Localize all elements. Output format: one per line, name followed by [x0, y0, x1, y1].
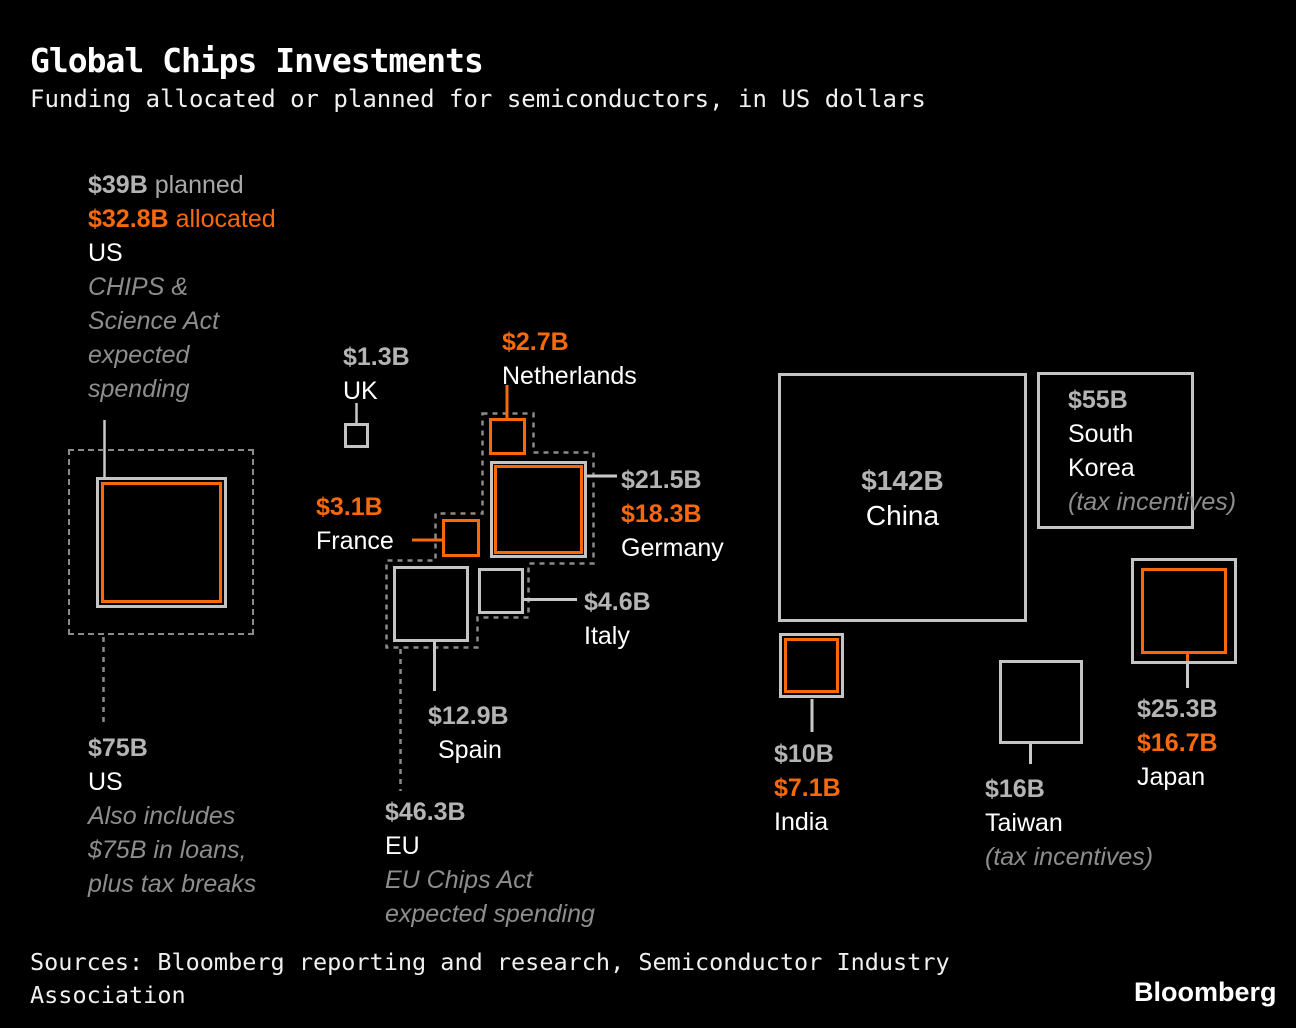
- japan-allocated-value: $16.7B: [1137, 729, 1218, 757]
- sources-line1: Sources: Bloomberg reporting and researc…: [30, 948, 950, 976]
- italy-annotation: $4.6B Italy: [584, 585, 651, 653]
- us-total-note2: $75B in loans,: [88, 836, 247, 864]
- taiwan-note: (tax incentives): [985, 843, 1154, 871]
- india-country: India: [774, 808, 829, 836]
- south-korea-country-line2: Korea: [1068, 454, 1135, 482]
- taiwan-value: $16B: [985, 775, 1045, 803]
- eu-note2: expected spending: [385, 900, 595, 928]
- chart-title: Global Chips Investments: [30, 41, 484, 80]
- south-korea-value: $55B: [1068, 386, 1128, 414]
- taiwan-annotation: $16B Taiwan (tax incentives): [985, 772, 1153, 874]
- us-total-dashed-square: [68, 449, 254, 635]
- us-note-line4: spending: [88, 375, 190, 403]
- france-value: $3.1B: [316, 493, 383, 521]
- us-allocated-line: $32.8B allocated: [88, 202, 276, 236]
- japan-planned-square: [1131, 558, 1237, 664]
- japan-annotation: $25.3B $16.7B Japan: [1137, 692, 1218, 794]
- south-korea-square: [1037, 372, 1194, 529]
- us-note-line2: Science Act: [88, 307, 220, 335]
- italy-country: Italy: [584, 622, 630, 650]
- germany-allocated-value: $18.3B: [621, 500, 702, 528]
- india-allocated-square: [784, 638, 839, 693]
- taiwan-square: [999, 660, 1083, 744]
- india-planned-value: $10B: [774, 740, 834, 768]
- south-korea-annotation: $55B South Korea (tax incentives): [1068, 383, 1236, 519]
- japan-planned-value: $25.3B: [1137, 695, 1218, 723]
- germany-allocated-square: [494, 465, 583, 554]
- netherlands-annotation: $2.7B Netherlands: [502, 325, 637, 393]
- us-total-country: US: [88, 768, 123, 796]
- china-annotation: $142B China: [778, 373, 1027, 622]
- spain-country: Spain: [438, 736, 502, 764]
- uk-square: [344, 423, 369, 448]
- china-square: [778, 373, 1027, 622]
- france-annotation: $3.1B France: [316, 490, 394, 558]
- eu-value: $46.3B: [385, 798, 466, 826]
- germany-planned-value: $21.5B: [621, 466, 702, 494]
- us-total-value: $75B: [88, 734, 148, 762]
- spain-annotation: $12.9B Spain: [428, 699, 509, 767]
- us-note-line3: expected: [88, 341, 190, 369]
- south-korea-note: (tax incentives): [1068, 488, 1237, 516]
- india-allocated-value: $7.1B: [774, 774, 841, 802]
- chart-subtitle: Funding allocated or planned for semicon…: [30, 85, 926, 113]
- us-note-line1: CHIPS &: [88, 273, 189, 301]
- japan-country: Japan: [1137, 763, 1206, 791]
- us-planned-value: $39B: [88, 171, 148, 199]
- france-square: [442, 519, 480, 557]
- us-planned-square: [96, 477, 227, 608]
- uk-country: UK: [343, 377, 378, 405]
- eu-dashed-outline: [385, 412, 595, 649]
- us-planned-word: planned: [147, 171, 244, 199]
- south-korea-country-line1: South: [1068, 420, 1134, 448]
- us-planned-line: $39B planned: [88, 168, 276, 202]
- uk-value: $1.3B: [343, 343, 410, 371]
- us-total-note1: Also includes: [88, 802, 236, 830]
- italy-square: [478, 568, 524, 614]
- us-allocated-word: allocated: [168, 205, 276, 233]
- germany-annotation: $21.5B $18.3B Germany: [621, 463, 724, 565]
- sources-line2: Association: [30, 981, 186, 1009]
- netherlands-country: Netherlands: [502, 362, 637, 390]
- india-planned-square: [779, 633, 844, 698]
- germany-planned-square: [490, 461, 587, 558]
- eu-note1: EU Chips Act: [385, 866, 533, 894]
- china-country: China: [865, 499, 940, 531]
- us-total-annotation: $75B US Also includes $75B in loans, plu…: [88, 731, 256, 901]
- eu-country: EU: [385, 832, 420, 860]
- sources-note: Sources: Bloomberg reporting and researc…: [30, 946, 950, 1012]
- uk-annotation: $1.3B UK: [343, 340, 410, 408]
- india-annotation: $10B $7.1B India: [774, 737, 841, 839]
- us-allocated-square: [101, 482, 222, 603]
- china-value: $142B: [861, 464, 944, 496]
- spain-square: [393, 566, 469, 642]
- spain-value: $12.9B: [428, 702, 509, 730]
- eu-annotation: $46.3B EU EU Chips Act expected spending: [385, 795, 595, 931]
- france-country: France: [316, 527, 394, 555]
- bloomberg-logo: Bloomberg: [1134, 977, 1277, 1007]
- us-annotation: $39B planned $32.8B allocated US CHIPS &…: [88, 168, 276, 406]
- netherlands-value: $2.7B: [502, 328, 569, 356]
- taiwan-country: Taiwan: [985, 809, 1063, 837]
- italy-value: $4.6B: [584, 588, 651, 616]
- us-allocated-value: $32.8B: [88, 205, 169, 233]
- us-country-label: US: [88, 239, 123, 267]
- us-total-note3: plus tax breaks: [88, 870, 257, 898]
- netherlands-square: [489, 418, 526, 455]
- japan-allocated-square: [1141, 568, 1227, 654]
- germany-country: Germany: [621, 534, 724, 562]
